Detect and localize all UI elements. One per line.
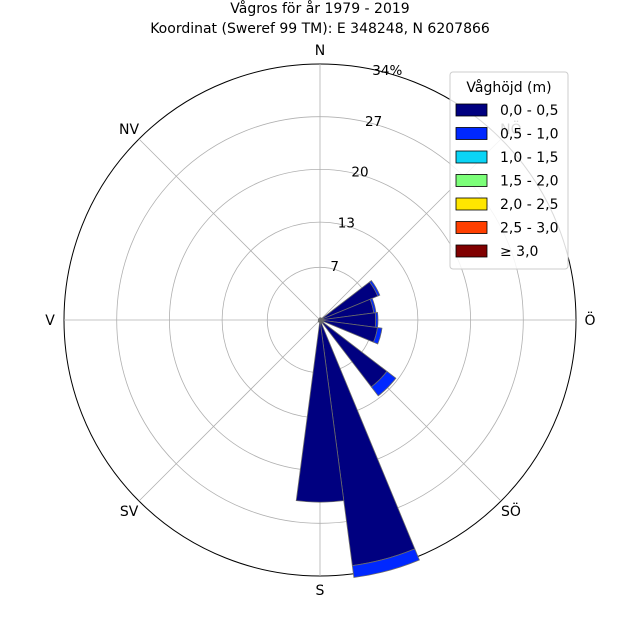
legend: Våghöjd (m) 0,0 - 0,5 0,5 - 1,0 1,0 - 1,5 1… (449, 71, 569, 270)
legend-label: 0,0 - 0,5 (500, 103, 558, 119)
chart-title: Vågros för år 1979 - 2019 (230, 0, 409, 17)
sector-bar (373, 327, 383, 345)
legend-label: 1,0 - 1,5 (500, 150, 558, 166)
legend-swatch (455, 174, 488, 187)
grid-spoke (138, 138, 321, 321)
rose-sectors (295, 280, 420, 578)
direction-label: SÖ (501, 502, 521, 520)
legend-swatch (455, 197, 488, 211)
sector-bar (369, 280, 381, 297)
radial-tick-label: 27 (365, 114, 382, 130)
legend-label: ≥ 3,0 (500, 244, 538, 260)
direction-label: N (315, 43, 325, 59)
legend-label: 2,5 - 3,0 (500, 221, 558, 237)
grid-spoke (138, 319, 321, 502)
direction-label: Ö (584, 311, 595, 329)
sector-bar (374, 311, 379, 329)
legend-swatch (455, 150, 488, 164)
legend-swatch (455, 221, 488, 234)
legend-swatch (455, 103, 488, 117)
radial-tick-label: 20 (351, 165, 368, 181)
direction-label: S (316, 583, 325, 599)
legend-title: Våghöjd (m) (466, 79, 551, 96)
chart-subtitle: Koordinat (Sweref 99 TM): E 348248, N 62… (150, 21, 490, 37)
legend-swatch (455, 127, 488, 140)
legend-label: 2,0 - 2,5 (500, 197, 558, 213)
sector-bar (351, 548, 420, 578)
legend-items: 0,0 - 0,5 0,5 - 1,0 1,0 - 1,5 1,5 - 2,0 2,0 … (455, 103, 558, 260)
legend-label: 1,5 - 2,0 (500, 174, 558, 190)
radial-tick-label: 34% (372, 63, 402, 79)
radial-tick-label: 13 (338, 216, 355, 232)
direction-label: V (45, 313, 55, 329)
legend-label: 0,5 - 1,0 (500, 127, 558, 143)
radial-tick-labels: 7 13 20 27 34% (330, 63, 402, 275)
radial-tick-label: 7 (330, 259, 339, 275)
sector-bar (318, 318, 321, 321)
sector-bar (295, 319, 345, 503)
legend-frame (449, 71, 569, 270)
direction-label: NV (119, 122, 139, 138)
legend-swatch (455, 244, 488, 258)
sector-bar (370, 370, 397, 397)
direction-label: SV (120, 504, 139, 520)
